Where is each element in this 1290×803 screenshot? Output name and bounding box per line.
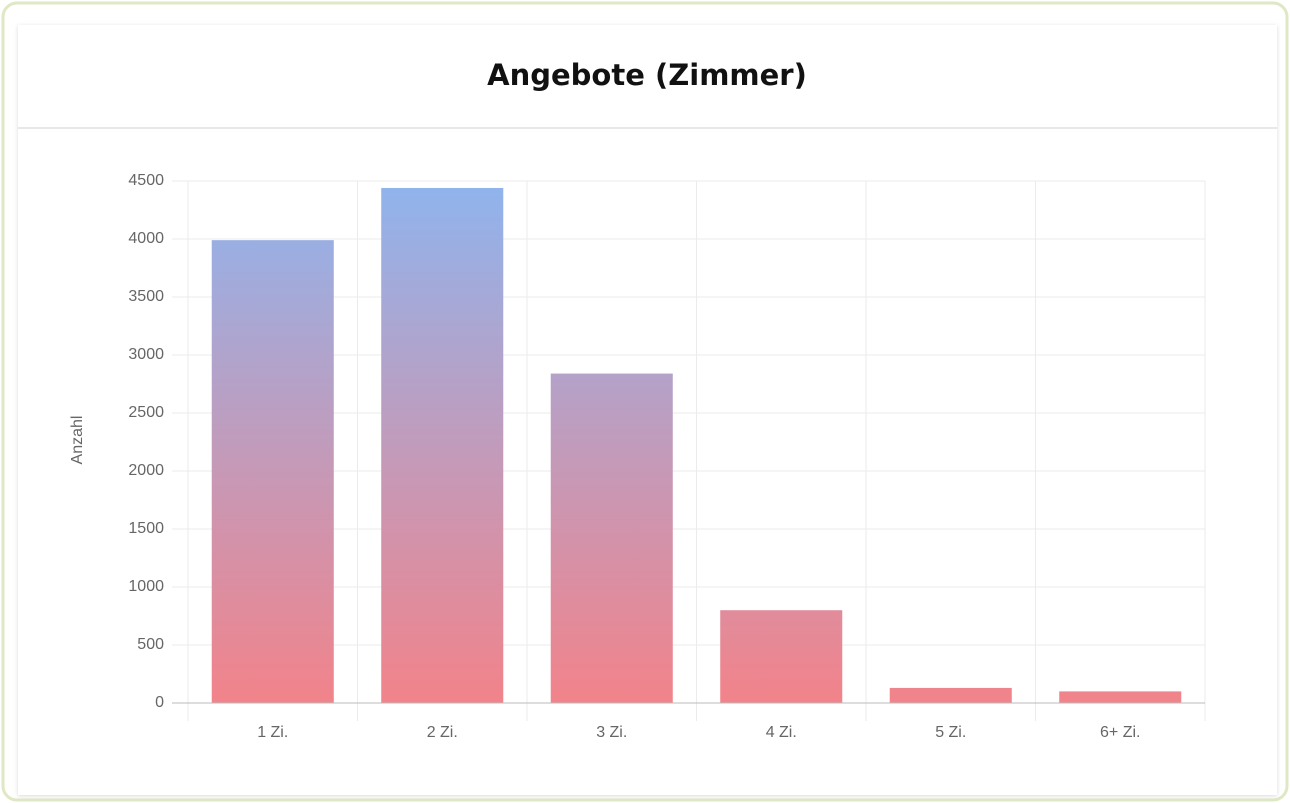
bar: [381, 187, 504, 703]
bar: [889, 687, 1012, 703]
chart-title: Angebote (Zimmer): [487, 58, 807, 92]
bar: [1059, 691, 1182, 703]
y-tick-label: 500: [137, 636, 164, 653]
x-tick-label: 1 Zi.: [257, 724, 288, 741]
y-tick-label: 1500: [128, 520, 164, 537]
bar: [550, 373, 673, 703]
y-tick-label: 3500: [128, 288, 164, 305]
y-tick-label: 4500: [128, 172, 164, 189]
bar: [720, 610, 843, 703]
bar: [211, 240, 334, 703]
y-tick-label: 4000: [128, 230, 164, 247]
y-tick-label: 2500: [128, 404, 164, 421]
y-tick-label: 3000: [128, 346, 164, 363]
y-tick-label: 1000: [128, 578, 164, 595]
x-tick-label: 5 Zi.: [935, 724, 966, 741]
y-axis-label: Anzahl: [69, 416, 86, 465]
y-tick-label: 2000: [128, 462, 164, 479]
y-tick-label: 0: [155, 694, 164, 711]
x-tick-label: 2 Zi.: [427, 724, 458, 741]
x-tick-label: 3 Zi.: [596, 724, 627, 741]
plot: 0 500 1000 1500 2000 2500 3000 3500 4000 4500 1 Zi…: [128, 172, 1206, 741]
x-tick-label: 4 Zi.: [766, 724, 797, 741]
x-tick-label: 6+ Zi.: [1100, 724, 1140, 741]
